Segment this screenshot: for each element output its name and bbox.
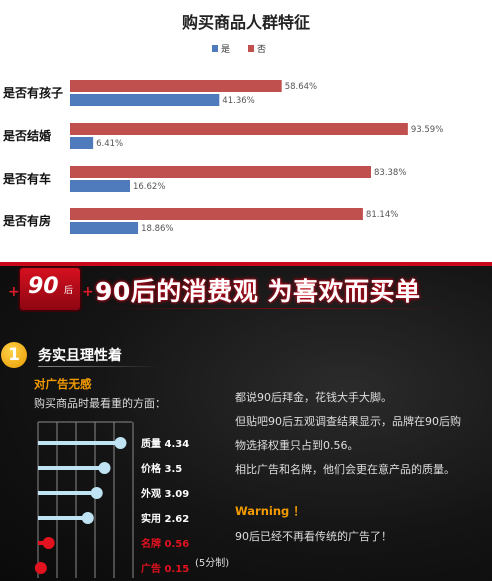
category-label-4: 是否有房 bbox=[2, 213, 51, 228]
category-label-1: 是否有孩子 bbox=[2, 85, 63, 100]
bar-no-label-4: 81.14% bbox=[366, 210, 398, 220]
bar-yes-3 bbox=[70, 180, 130, 192]
dot-label-6: 广告 0.15 bbox=[141, 562, 189, 575]
bar-no-2 bbox=[70, 123, 408, 135]
bar-no-1 bbox=[70, 80, 282, 92]
dot-2 bbox=[98, 462, 111, 474]
post-90s-badge: 90 后 bbox=[20, 268, 80, 310]
section-title: 务实且理性着 bbox=[38, 348, 122, 364]
category-label-3: 是否有车 bbox=[2, 171, 51, 186]
dot-label-3: 外观 3.09 bbox=[140, 487, 189, 500]
dot-chart-svg: 质量 4.34 价格 3.5 外观 3.09 实用 2.62 名牌 0.56 广告 0.1… bbox=[34, 421, 229, 578]
bar-yes-label-4: 18.86% bbox=[141, 224, 173, 234]
plus-icon-right: + bbox=[82, 284, 94, 300]
chart-title: 购买商品人群特征 bbox=[182, 13, 310, 32]
dot-label-1: 质量 4.34 bbox=[141, 437, 189, 450]
bar-no-label-3: 83.38% bbox=[374, 168, 406, 178]
bar-yes-label-3: 16.62% bbox=[133, 182, 165, 192]
dot-label-2: 价格 3.5 bbox=[141, 462, 182, 475]
dot-5 bbox=[42, 537, 55, 549]
ad-label: 对广告无感 bbox=[34, 377, 92, 391]
paragraph-4: 相比广告和名牌，他们会更在意产品的质量。 bbox=[235, 463, 455, 476]
badge-suffix: 后 bbox=[64, 286, 74, 296]
paragraph-1: 都说90后拜金，花钱大手大脚。 bbox=[235, 391, 392, 404]
dot-label-5: 名牌 0.56 bbox=[141, 537, 189, 550]
dark-info-panel: + 90 后 + 90后的消费观 为喜欢而买单 1 务实且理性着 对广告无感 购… bbox=[0, 262, 492, 581]
warning-label: Warning ！ bbox=[235, 504, 305, 518]
scale-note: (5分制) bbox=[195, 556, 229, 569]
dot-6 bbox=[34, 562, 47, 574]
bar-no-3 bbox=[70, 166, 372, 178]
bar-yes-1 bbox=[70, 94, 220, 106]
category-label-2: 是否结婚 bbox=[2, 128, 51, 143]
top-chart: 购买商品人群特征是 否是否有孩子 58.64% 41.36% 是否结婚 93.59% 6.4… bbox=[0, 0, 492, 262]
bar-no-4 bbox=[70, 208, 363, 220]
bar-yes-label-1: 41.36% bbox=[222, 96, 254, 106]
purchase-question: 购买商品时最看重的方面： bbox=[34, 397, 166, 410]
plus-icon-left: + bbox=[8, 284, 20, 300]
bar-no-label-2: 93.59% bbox=[411, 125, 443, 135]
legend-label-1: 是 bbox=[221, 44, 230, 55]
section-underline bbox=[38, 366, 158, 367]
headline: 90后的消费观 为喜欢而买单 bbox=[95, 277, 421, 306]
bar-no-label-1: 58.64% bbox=[285, 82, 317, 92]
badge-number: 90 bbox=[28, 274, 59, 299]
dot-label-4: 实用 2.62 bbox=[141, 512, 189, 525]
dot-4 bbox=[81, 512, 94, 524]
bar-yes-2 bbox=[70, 137, 94, 149]
red-top-line bbox=[0, 262, 492, 266]
paragraph-2: 但贴吧90后五观调查结果显示，品牌在90后购 bbox=[235, 415, 461, 428]
closing-line: 90后已经不再看传统的广告了！ bbox=[235, 530, 392, 543]
headline-divider bbox=[100, 308, 455, 309]
dot-3 bbox=[90, 487, 103, 499]
legend-swatch-1 bbox=[212, 45, 218, 52]
section-number-badge: 1 bbox=[1, 342, 27, 368]
dot-1 bbox=[114, 437, 127, 449]
paragraph-3: 物选择权重只占到0.56。 bbox=[235, 439, 359, 452]
bar-yes-4 bbox=[70, 222, 139, 234]
bar-yes-label-2: 6.41% bbox=[96, 139, 123, 149]
legend-label-2: 否 bbox=[257, 44, 266, 55]
legend-swatch-2 bbox=[248, 45, 254, 52]
